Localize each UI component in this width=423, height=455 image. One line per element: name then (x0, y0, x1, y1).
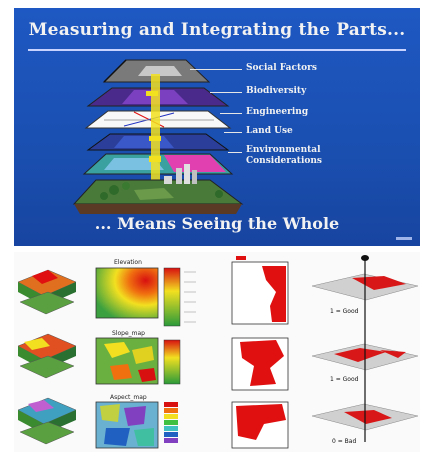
slide-panel: Measuring and Integrating the Parts... (14, 8, 420, 246)
slide-subtitle: ... Means Seeing the Whole (94, 214, 340, 233)
result-label-row2: 1 = Good (330, 376, 359, 383)
label-social-factors: Social Factors (246, 63, 317, 73)
label-biodiversity: Biodiversity (246, 86, 307, 96)
result-label-row1: 1 = Good (330, 308, 359, 315)
leader-line (228, 152, 242, 153)
slide-title: Measuring and Integrating the Parts... (28, 20, 406, 40)
layer-environmental (82, 153, 234, 175)
layer-social-factors (102, 59, 211, 83)
label-environmental: Environmental (246, 145, 321, 155)
title-divider (28, 49, 406, 51)
leader-line (210, 92, 242, 93)
map-label-elevation: Elevation (114, 259, 142, 266)
leader-line (224, 132, 242, 133)
label-engineering: Engineering (246, 107, 309, 117)
label-considerations: Considerations (246, 156, 322, 166)
leader-line (190, 69, 242, 70)
row-slope (17, 333, 419, 391)
result-label-row3: 0 = Bad (332, 438, 357, 445)
label-land-use: Land Use (246, 126, 293, 136)
map-overlay-figure (17, 255, 419, 449)
analysis-panel: Elevation Slope_map Aspect_map 1 = Good … (14, 252, 420, 452)
layer-stack-illustration (72, 59, 244, 214)
row-elevation (17, 256, 419, 327)
row-aspect (17, 397, 419, 449)
layer-terrain-base (72, 164, 244, 214)
map-label-slope: Slope_map (112, 330, 145, 337)
map-label-aspect: Aspect_map (110, 394, 147, 401)
leader-line (220, 113, 242, 114)
slide-credit-mark (396, 237, 412, 240)
